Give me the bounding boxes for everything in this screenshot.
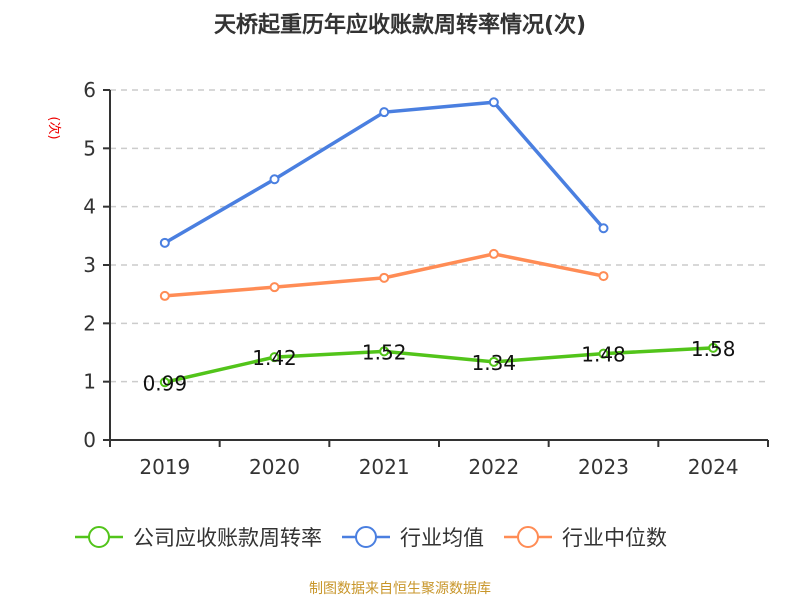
data-point xyxy=(159,377,170,388)
data-point xyxy=(598,348,609,359)
chart-title: 天桥起重历年应收账款周转率情况(次) xyxy=(214,12,586,38)
data-point xyxy=(488,248,499,259)
legend-label: 行业均值 xyxy=(400,526,484,550)
series-line xyxy=(163,100,605,245)
x-tick-label: 2020 xyxy=(249,455,300,479)
data-point xyxy=(379,272,390,283)
y-axis-label: (次) xyxy=(46,116,62,139)
legend-label: 行业中位数 xyxy=(562,526,667,550)
y-tick-label: 4 xyxy=(83,195,96,219)
data-point xyxy=(269,174,280,185)
legend-marker xyxy=(355,526,377,548)
data-label: 1.42 xyxy=(252,346,297,370)
data-label: 1.52 xyxy=(362,340,407,364)
source-footer: 制图数据来自恒生聚源数据库 xyxy=(309,581,491,597)
x-tick-label: 2019 xyxy=(139,455,190,479)
y-tick-label: 1 xyxy=(83,370,96,394)
data-label: 1.48 xyxy=(581,343,626,367)
data-label: 0.99 xyxy=(143,371,188,395)
legend-item: 行业中位数 xyxy=(504,526,667,550)
series-line xyxy=(164,346,714,384)
y-tick-label: 0 xyxy=(83,428,96,452)
data-point xyxy=(159,290,170,301)
data-point xyxy=(159,237,170,248)
legend-item: 公司应收账款周转率 xyxy=(75,526,322,550)
data-point xyxy=(379,346,390,357)
data-point xyxy=(488,356,499,367)
y-tick-label: 5 xyxy=(83,136,96,160)
y-tick-label: 2 xyxy=(83,311,96,335)
data-label: 1.34 xyxy=(472,351,517,375)
data-point xyxy=(708,342,719,353)
data-point xyxy=(269,282,280,293)
data-point xyxy=(488,97,499,108)
legend-marker xyxy=(517,526,539,548)
legend-item: 行业均值 xyxy=(342,526,484,550)
legend-label: 公司应收账款周转率 xyxy=(133,526,322,550)
data-point xyxy=(598,271,609,282)
y-tick-label: 3 xyxy=(83,253,96,277)
data-point xyxy=(269,352,280,363)
y-tick-label: 6 xyxy=(83,78,96,102)
x-tick-label: 2023 xyxy=(578,455,629,479)
x-tick-label: 2022 xyxy=(468,455,519,479)
legend-marker xyxy=(88,526,110,548)
x-tick-label: 2021 xyxy=(359,455,410,479)
data-point xyxy=(598,223,609,234)
x-tick-label: 2024 xyxy=(688,455,739,479)
data-point xyxy=(379,107,390,118)
data-label: 1.58 xyxy=(691,337,736,361)
